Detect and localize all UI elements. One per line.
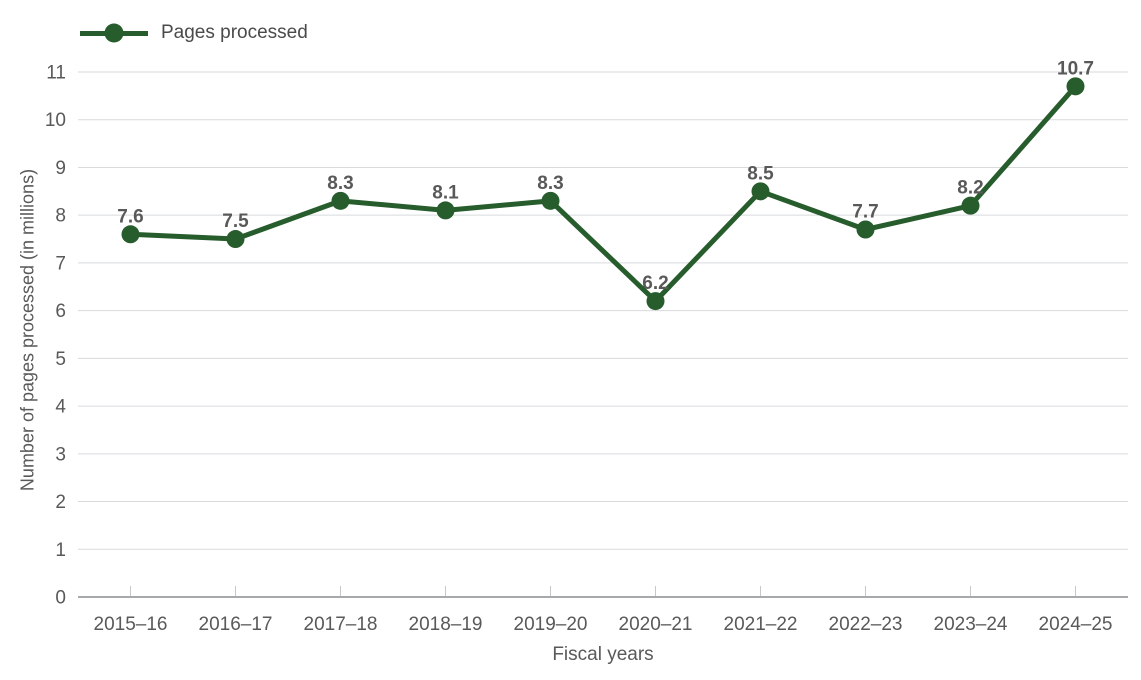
y-tick-label: 2: [55, 492, 66, 513]
data-label: 7.5: [222, 211, 249, 232]
x-tick-label: 2015–16: [94, 614, 168, 635]
data-label: 8.5: [747, 163, 774, 184]
legend-dot-icon: [104, 23, 124, 43]
y-tick-label: 11: [46, 63, 66, 84]
legend-label: Pages processed: [161, 22, 308, 43]
data-point-marker: [226, 230, 245, 249]
x-tick-label: 2020–21: [619, 614, 693, 635]
y-tick-label: 5: [55, 349, 66, 370]
y-tick-label: 8: [55, 206, 66, 227]
y-tick-label: 3: [55, 444, 66, 465]
data-point-marker: [856, 220, 875, 239]
y-tick-label: 6: [55, 301, 66, 322]
data-label: 6.2: [642, 273, 668, 294]
data-point-marker: [121, 225, 140, 244]
y-tick-label: 9: [55, 158, 66, 179]
x-tick-label: 2023–24: [934, 614, 1008, 635]
y-axis-title: Number of pages processed (in millions): [17, 168, 38, 492]
data-label: 7.6: [117, 206, 143, 227]
x-tick-label: 2024–25: [1039, 614, 1113, 635]
series-line: [128, 83, 1078, 304]
data-label: 8.1: [432, 182, 459, 203]
y-tick-label: 10: [45, 110, 66, 131]
data-point-marker: [961, 196, 980, 215]
x-tick-label: 2019–20: [514, 614, 588, 635]
data-label: 8.3: [327, 173, 353, 194]
x-tick-label: 2017–18: [304, 614, 378, 635]
y-tick-label: 7: [55, 253, 66, 274]
data-point-marker: [751, 182, 770, 201]
legend-line-marker-swatch: [80, 23, 148, 43]
data-label: 8.2: [957, 178, 983, 199]
data-label: 7.7: [852, 202, 878, 223]
data-point-marker: [436, 201, 455, 220]
data-point-marker: [646, 292, 665, 311]
data-label: 10.7: [1057, 58, 1094, 79]
x-tick-label: 2021–22: [724, 614, 798, 635]
legend: Pages processed: [80, 22, 308, 44]
data-point-marker: [1066, 77, 1085, 96]
y-tick-label: 0: [55, 588, 66, 609]
x-axis-title: Fiscal years: [552, 644, 654, 665]
x-tick-label: 2016–17: [199, 614, 273, 635]
x-tick-label: 2022–23: [829, 614, 903, 635]
data-point-marker: [541, 191, 560, 210]
data-label: 8.3: [537, 173, 563, 194]
data-point-marker: [331, 191, 350, 210]
y-tick-label: 4: [55, 397, 66, 418]
x-tick-label: 2018–19: [409, 614, 483, 635]
y-tick-label: 1: [55, 540, 66, 561]
